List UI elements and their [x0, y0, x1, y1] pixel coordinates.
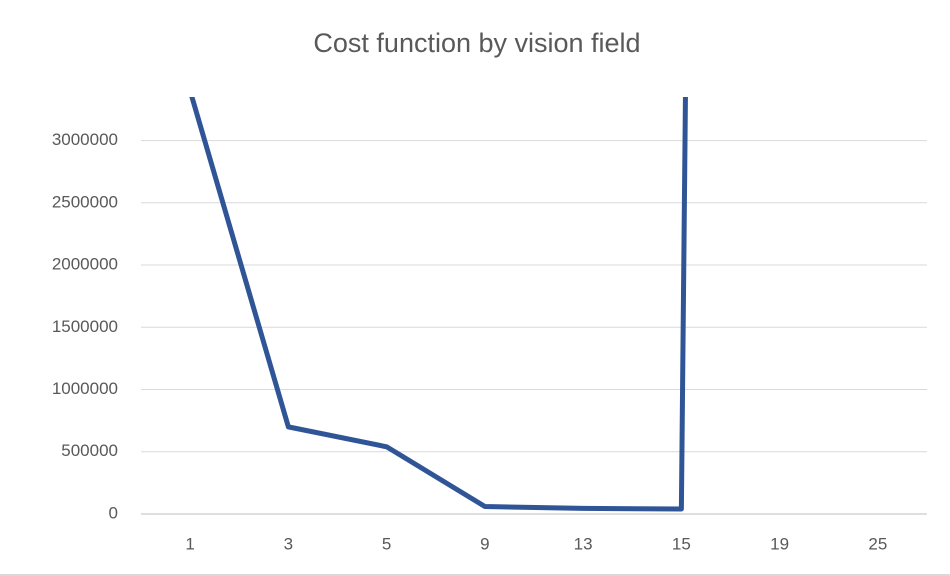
x-tick-label: 15	[672, 534, 691, 553]
y-tick-label: 500000	[61, 441, 118, 460]
x-tick-label: 9	[480, 534, 489, 553]
y-tick-label: 1000000	[52, 379, 118, 398]
y-tick-label: 2500000	[52, 192, 118, 211]
x-tick-label: 13	[574, 534, 593, 553]
x-tick-label: 3	[284, 534, 293, 553]
x-tick-label: 5	[382, 534, 391, 553]
y-tick-label: 3000000	[52, 130, 118, 149]
y-tick-label: 0	[109, 503, 118, 522]
x-tick-label: 25	[868, 534, 887, 553]
data-line	[189, 97, 688, 512]
x-tick-label: 1	[185, 534, 194, 553]
y-tick-label: 1500000	[52, 317, 118, 336]
y-tick-label: 2000000	[52, 255, 118, 274]
chart-title: Cost function by vision field	[313, 28, 640, 58]
x-tick-label: 19	[770, 534, 789, 553]
